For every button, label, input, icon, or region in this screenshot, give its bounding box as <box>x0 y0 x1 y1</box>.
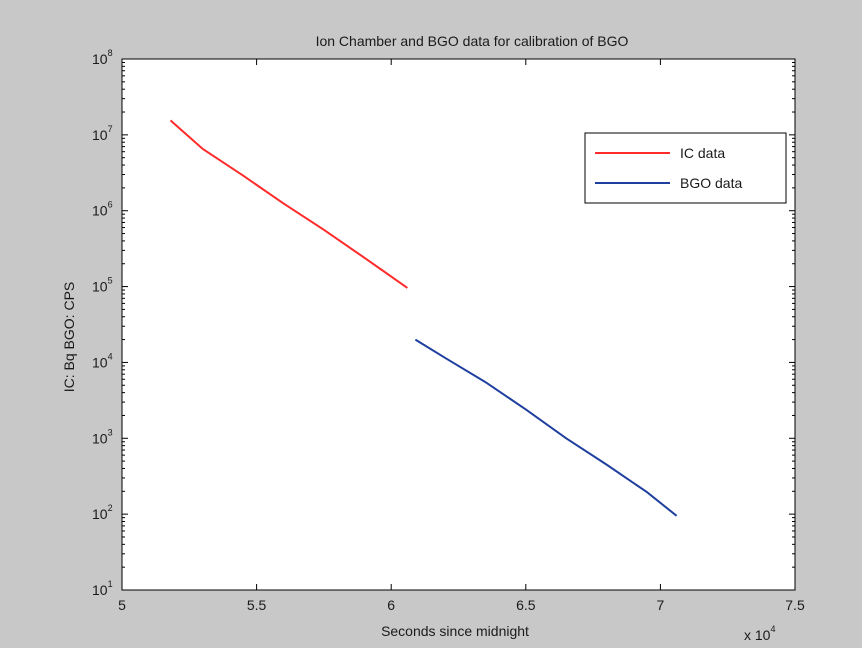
y-tick-label-exponent: 7 <box>108 124 113 134</box>
y-tick-label-base: 10 <box>92 203 108 219</box>
y-tick-label: 105 <box>92 276 113 295</box>
y-tick-label: 108 <box>92 48 113 67</box>
y-tick-label: 104 <box>92 351 113 370</box>
legend-label: BGO data <box>680 175 742 191</box>
y-tick-label: 106 <box>92 200 113 219</box>
x-tick-label: 5.5 <box>247 597 267 613</box>
series-line-bgo-data <box>414 338 678 517</box>
y-tick-label-exponent: 8 <box>108 48 113 58</box>
y-tick-label-exponent: 5 <box>108 276 113 286</box>
x-tick-label: 7 <box>657 597 665 613</box>
legend-label: IC data <box>680 145 725 161</box>
x-axis-label: Seconds since midnight <box>381 623 529 639</box>
y-tick-label-base: 10 <box>92 354 108 370</box>
y-tick-label-exponent: 3 <box>108 427 113 437</box>
y-tick-label: 107 <box>92 124 113 143</box>
y-tick-label-base: 10 <box>92 430 108 446</box>
chart-title: Ion Chamber and BGO data for calibration… <box>316 33 629 49</box>
x-tick-label: 7.5 <box>785 597 805 613</box>
y-tick-label-base: 10 <box>92 582 108 598</box>
legend: IC data BGO data <box>584 132 787 204</box>
y-tick-label: 101 <box>92 579 113 598</box>
y-tick-label-exponent: 1 <box>108 579 113 589</box>
x-tick-label: 6 <box>387 597 395 613</box>
y-tick-label-exponent: 4 <box>108 351 113 361</box>
legend-box <box>584 132 787 204</box>
series-line-ic-data <box>169 119 408 289</box>
series-layer <box>169 119 678 517</box>
x-tick-label: 5 <box>118 597 126 613</box>
y-tick-label-base: 10 <box>92 279 108 295</box>
x-tick-label: 6.5 <box>516 597 536 613</box>
y-tick-label-base: 10 <box>92 127 108 143</box>
y-tick-label-exponent: 6 <box>108 200 113 210</box>
y-tick-label: 102 <box>92 503 113 522</box>
y-tick-label-base: 10 <box>92 506 108 522</box>
x-axis-multiplier-exponent: 4 <box>770 624 775 634</box>
x-axis-multiplier-base: x 10 <box>744 627 771 643</box>
y-tick-label-base: 10 <box>92 51 108 67</box>
x-axis-multiplier: x 104 <box>744 624 775 643</box>
y-axis-label: IC: Bq BGO: CPS <box>61 282 77 392</box>
y-tick-label: 103 <box>92 427 113 446</box>
y-tick-label-exponent: 2 <box>108 503 113 513</box>
